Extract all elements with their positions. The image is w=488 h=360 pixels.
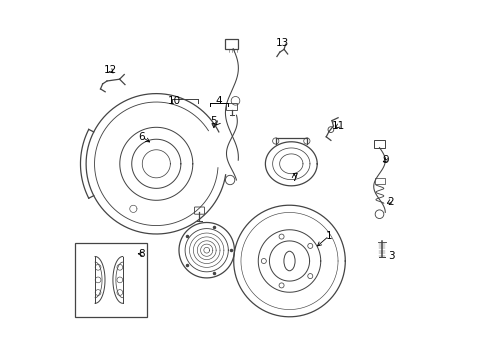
Text: 8: 8 — [138, 249, 145, 259]
Bar — [75, 243, 147, 317]
Text: 6: 6 — [138, 132, 145, 142]
Bar — [373, 140, 385, 148]
Text: 13: 13 — [275, 38, 288, 48]
Text: 7: 7 — [290, 173, 297, 183]
Text: 12: 12 — [104, 65, 117, 75]
Bar — [224, 39, 238, 49]
Text: 5: 5 — [210, 116, 217, 126]
Text: 4: 4 — [215, 96, 222, 106]
Bar — [374, 178, 384, 184]
Text: 11: 11 — [331, 121, 344, 131]
Text: 9: 9 — [382, 155, 388, 165]
Text: 2: 2 — [386, 197, 393, 207]
Text: 1: 1 — [325, 231, 332, 241]
Text: 3: 3 — [387, 251, 393, 261]
Bar — [226, 103, 237, 110]
Text: 10: 10 — [167, 96, 181, 106]
